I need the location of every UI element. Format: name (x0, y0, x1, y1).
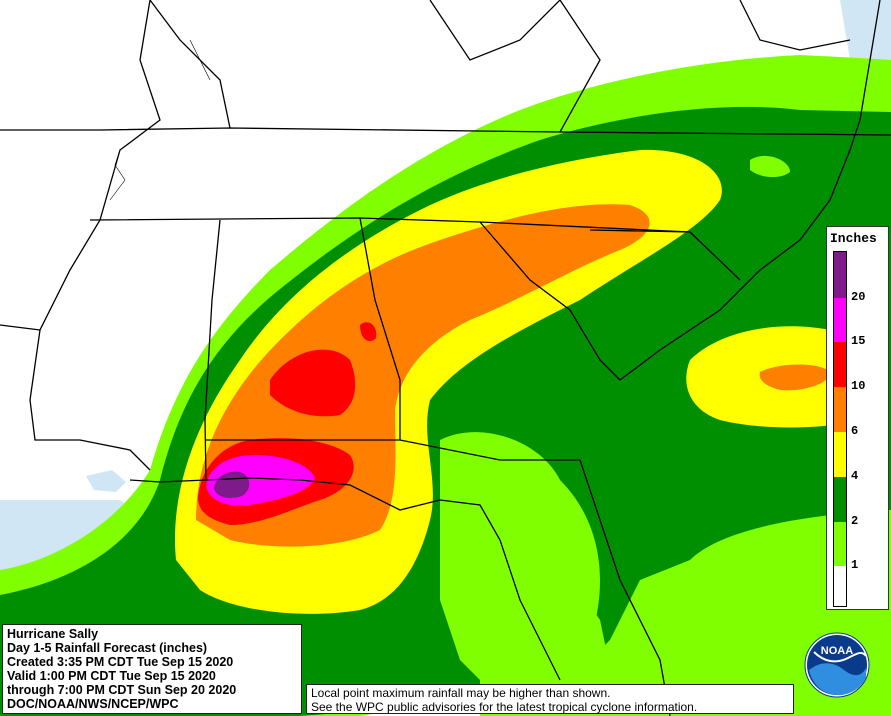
noaa-logo-icon: NOAA (804, 632, 870, 698)
legend-swatch-2-4 (834, 477, 846, 522)
forecast-title: Day 1-5 Rainfall Forecast (inches) (7, 641, 208, 655)
noaa-logo-text: NOAA (821, 645, 853, 657)
disclaimer-line-2: See the WPC public advisories for the la… (311, 700, 698, 714)
legend-label-4: 4 (851, 469, 859, 483)
legend-label-15: 15 (851, 334, 866, 348)
legend-swatch-10-15 (834, 342, 846, 387)
storm-name: Hurricane Sally (7, 627, 99, 641)
legend-label-10: 10 (851, 379, 866, 393)
coast-detail (109, 39, 211, 201)
legend-label-2: 2 (851, 514, 859, 528)
through-time: through 7:00 PM CDT Sun Sep 20 2020 (7, 683, 237, 697)
legend-title: Inches (830, 231, 877, 246)
legend-swatch-6-10 (834, 387, 846, 432)
rainfall-legend: Inches 20 15 10 6 4 2 1 (826, 226, 889, 610)
disclaimer-line-1: Local point maximum rainfall may be high… (311, 686, 611, 700)
disclaimer-box: Local point maximum rainfall may be high… (306, 684, 794, 714)
legend-swatch-4-6 (834, 432, 846, 477)
legend-label-20: 20 (851, 290, 866, 304)
agency-credit: DOC/NOAA/NWS/NCEP/WPC (7, 697, 179, 711)
legend-swatch-20-plus (834, 252, 846, 298)
rainfall-contours (0, 55, 891, 716)
forecast-info-box: Hurricane Sally Day 1-5 Rainfall Forecas… (2, 624, 302, 714)
legend-swatch-0-1 (834, 566, 846, 606)
legend-swatch-1-2 (834, 522, 846, 566)
valid-time: Valid 1:00 PM CDT Tue Sep 15 2020 (7, 669, 216, 683)
created-time: Created 3:35 PM CDT Tue Sep 15 2020 (7, 655, 234, 669)
legend-label-1: 1 (851, 558, 859, 572)
legend-color-bar (833, 251, 847, 607)
legend-label-6: 6 (851, 424, 859, 438)
legend-swatch-15-20 (834, 298, 846, 342)
